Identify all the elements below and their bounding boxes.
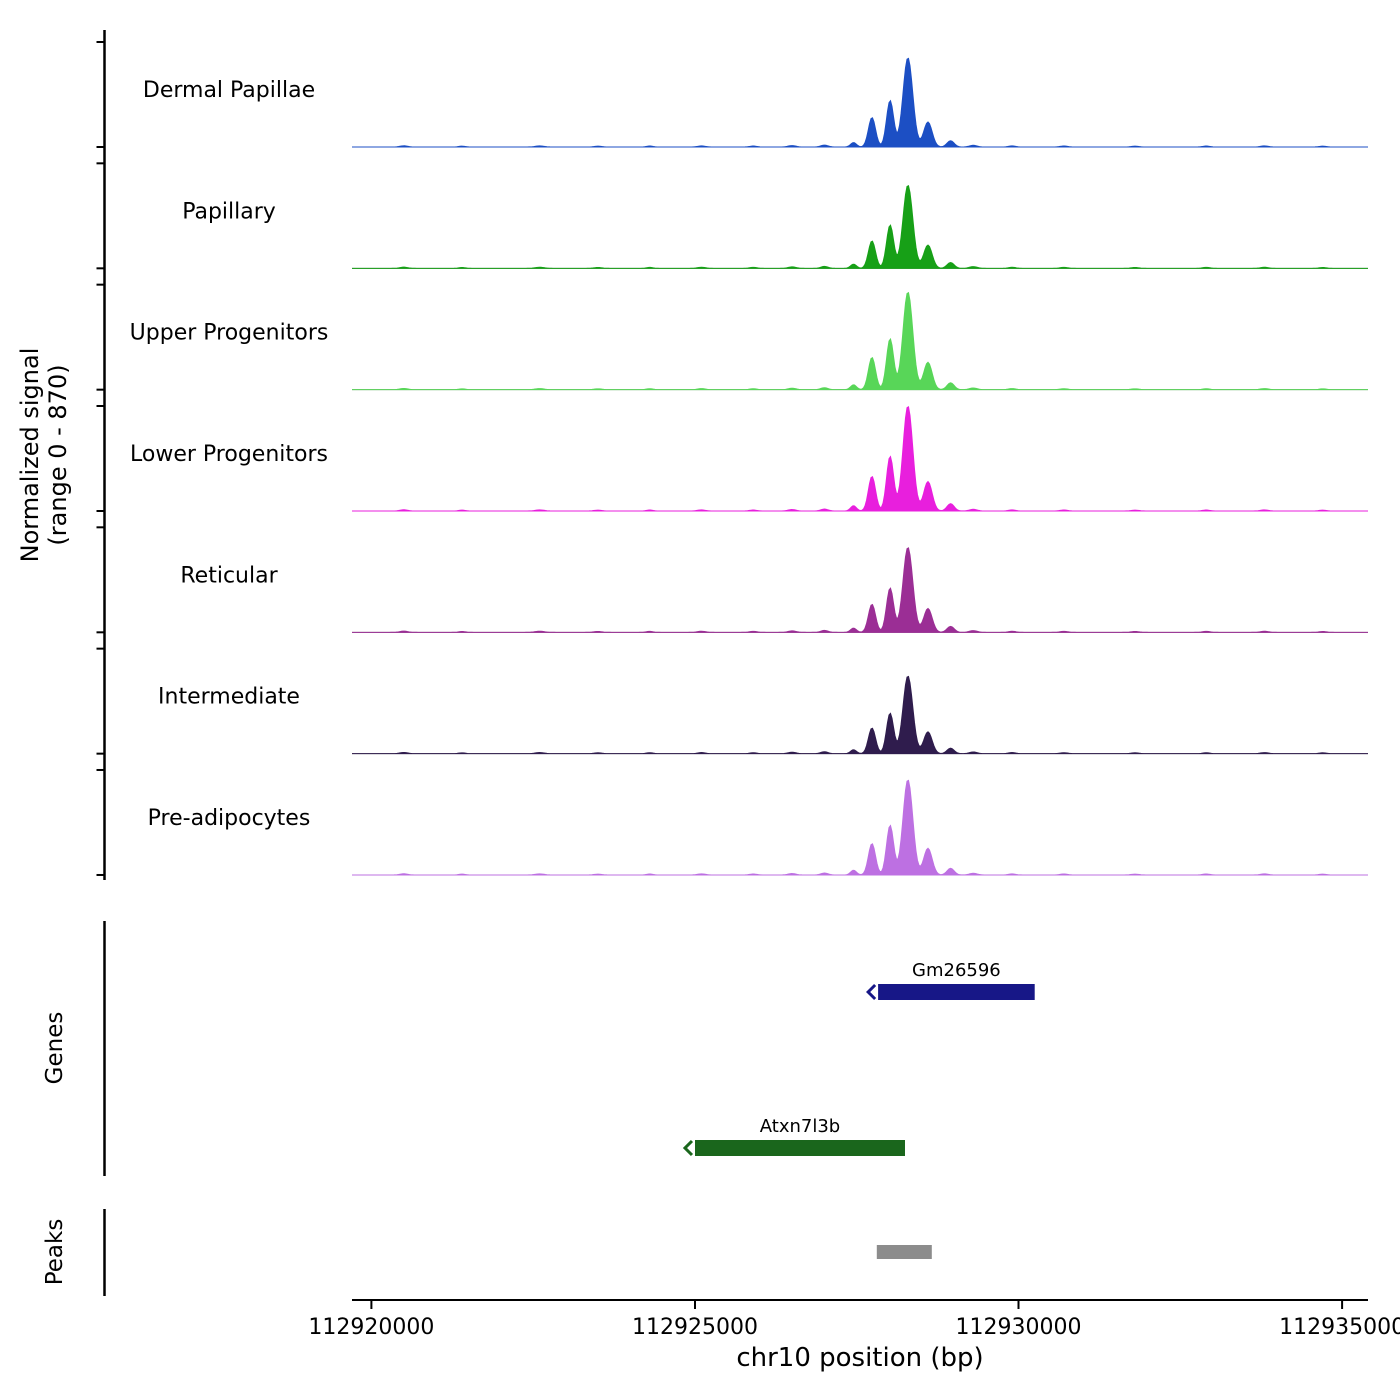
gene-body-gm26596 <box>878 984 1035 1000</box>
peaks-section-label: Peaks <box>42 1219 68 1286</box>
signal-area-intermediate <box>352 675 1368 755</box>
signal-area-lower-progenitors <box>352 406 1368 512</box>
gene-strand-arrow-icon <box>682 1139 694 1157</box>
signal-area-upper-progenitors <box>352 291 1368 391</box>
track-label-pre-adipocytes: Pre-adipocytes <box>148 806 311 831</box>
y-axis-label-line1: Normalized signal <box>16 348 44 563</box>
x-tick-label: 112925000 <box>632 1315 758 1340</box>
gene-strand-arrow-icon <box>865 983 877 1001</box>
x-tick-label: 112935000 <box>1279 1315 1400 1340</box>
track-label-upper-progenitors: Upper Progenitors <box>130 321 329 346</box>
x-tick-label: 112920000 <box>308 1315 434 1340</box>
gene-body-atxn7l3b <box>695 1140 905 1156</box>
signal-area-dermal-papillae <box>352 57 1368 148</box>
y-axis-label-line2: (range 0 - 870) <box>44 364 72 545</box>
x-tick-label: 112930000 <box>956 1315 1082 1340</box>
x-axis-title: chr10 position (bp) <box>736 1343 983 1373</box>
gene-label-gm26596: Gm26596 <box>912 960 1001 981</box>
track-label-reticular: Reticular <box>180 563 278 588</box>
genes-section-label: Genes <box>42 1012 68 1085</box>
track-label-lower-progenitors: Lower Progenitors <box>130 442 328 467</box>
track-label-dermal-papillae: Dermal Papillae <box>143 78 315 103</box>
signal-area-papillary <box>352 184 1368 269</box>
track-label-intermediate: Intermediate <box>158 685 300 710</box>
track-label-papillary: Papillary <box>182 199 276 224</box>
peak-region <box>876 1245 932 1259</box>
signal-area-pre-adipocytes <box>352 779 1368 876</box>
gene-label-atxn7l3b: Atxn7l3b <box>760 1116 840 1137</box>
signal-area-reticular <box>352 547 1368 633</box>
